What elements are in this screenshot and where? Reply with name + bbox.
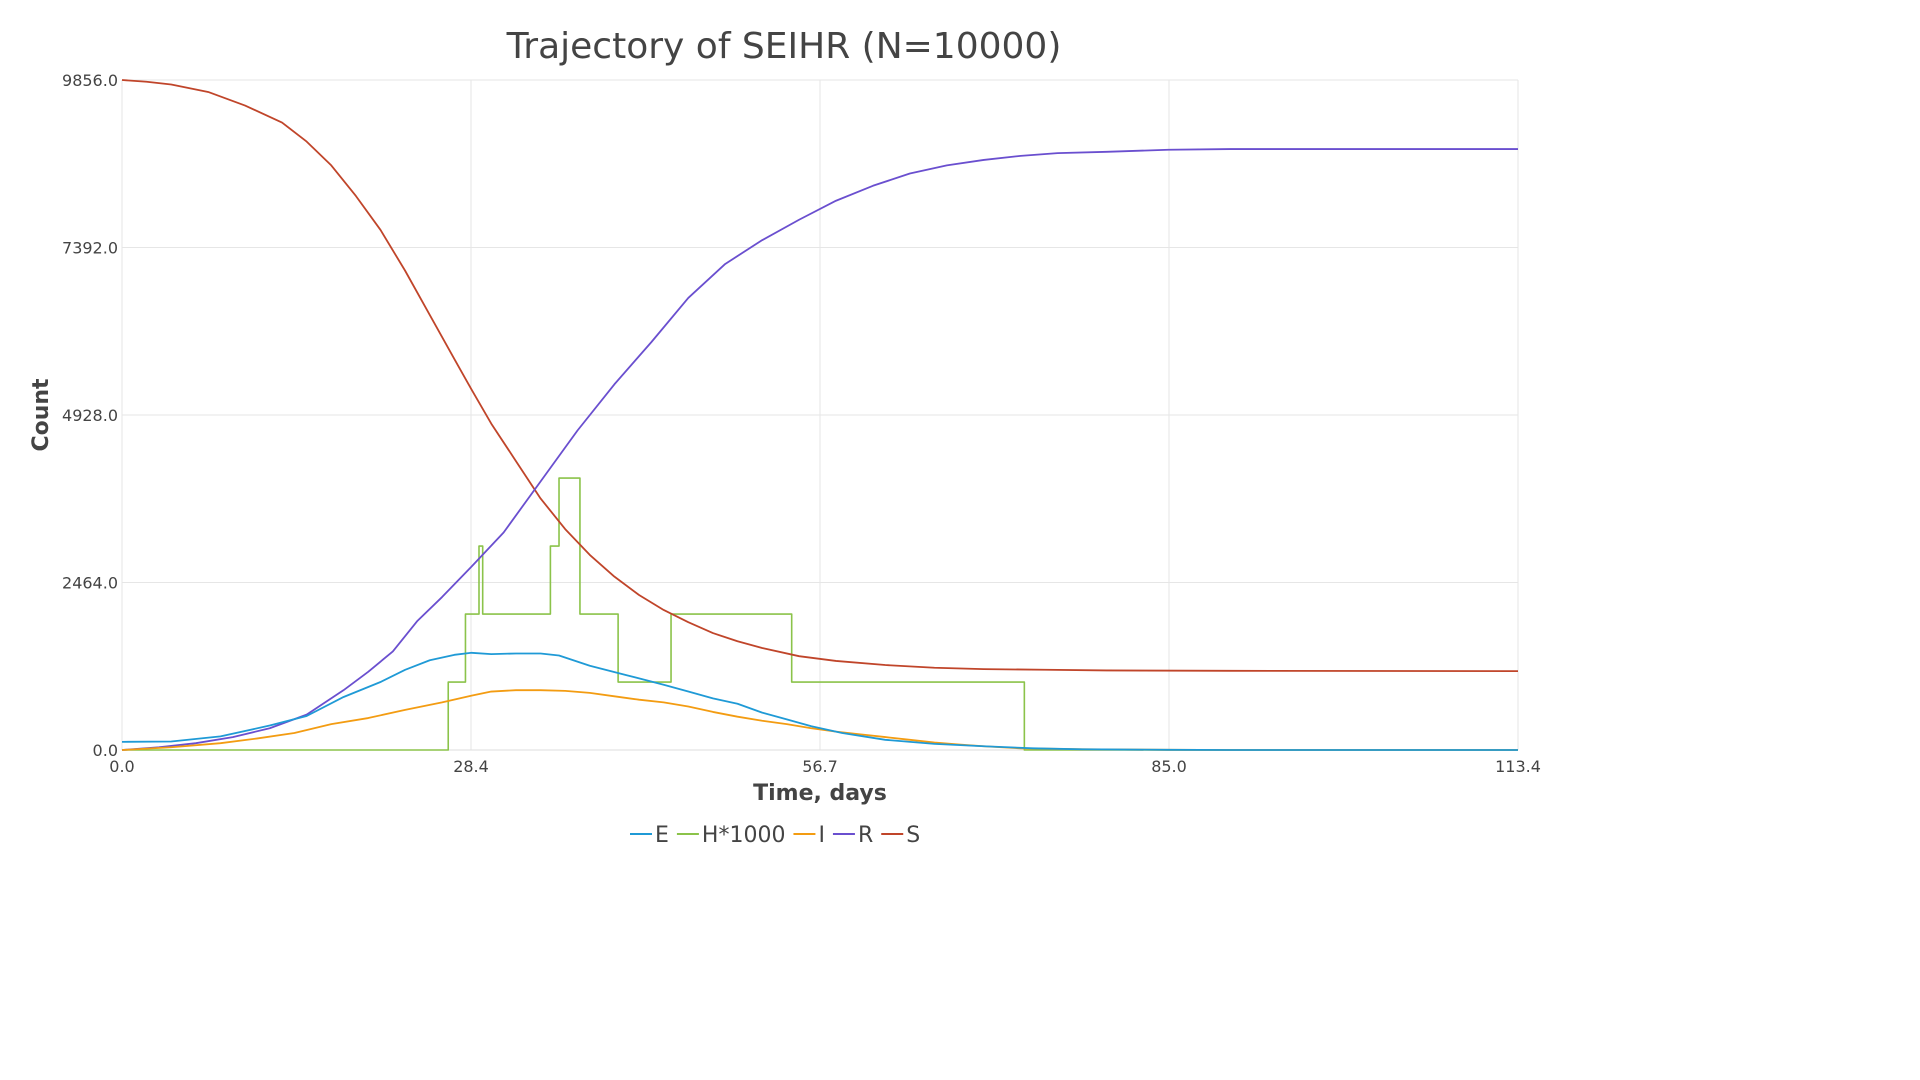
legend-label: S <box>906 823 920 848</box>
chart-svg: Trajectory of SEIHR (N=10000) 0.0 28.4 56.… <box>29 26 1541 848</box>
x-tick-label: 56.7 <box>802 757 838 776</box>
y-tick-label: 7392.0 <box>62 239 118 258</box>
y-tick-label: 4928.0 <box>62 406 118 425</box>
x-tick-label: 0.0 <box>109 757 134 776</box>
chart: Trajectory of SEIHR (N=10000) 0.0 28.4 56.… <box>29 26 1541 848</box>
plot-area <box>121 79 1519 751</box>
legend-label: R <box>858 823 873 848</box>
grid <box>121 79 1519 751</box>
series-line-e <box>121 651 1518 751</box>
series-line-r <box>121 148 1518 751</box>
legend-label: H*1000 <box>702 823 786 848</box>
series-line-s <box>121 79 1519 673</box>
y-tick-label: 0.0 <box>93 741 118 760</box>
legend-item: I <box>793 823 825 848</box>
legend-label: I <box>818 823 825 848</box>
legend-item: E <box>630 823 669 848</box>
x-axis: 0.0 28.4 56.7 85.0 113.4 <box>109 757 1541 776</box>
legend: E H*1000 I R S <box>630 823 920 848</box>
legend-item: H*1000 <box>676 823 786 848</box>
y-tick-label: 2464.0 <box>62 574 118 593</box>
legend-item: R <box>832 823 873 848</box>
legend-label: E <box>655 823 669 848</box>
x-tick-label: 28.4 <box>453 757 489 776</box>
y-axis: 0.0 2464.0 4928.0 7392.0 9856.0 <box>62 71 118 760</box>
chart-title: Trajectory of SEIHR (N=10000) <box>506 26 1062 67</box>
legend-item: S <box>881 823 920 848</box>
x-tick-label: 85.0 <box>1151 757 1187 776</box>
x-axis-title: Time, days <box>753 781 887 806</box>
y-axis-title: Count <box>29 378 54 452</box>
x-tick-label: 113.4 <box>1495 757 1541 776</box>
y-tick-label: 9856.0 <box>62 71 118 90</box>
series-line-h-1000 <box>122 477 1518 751</box>
